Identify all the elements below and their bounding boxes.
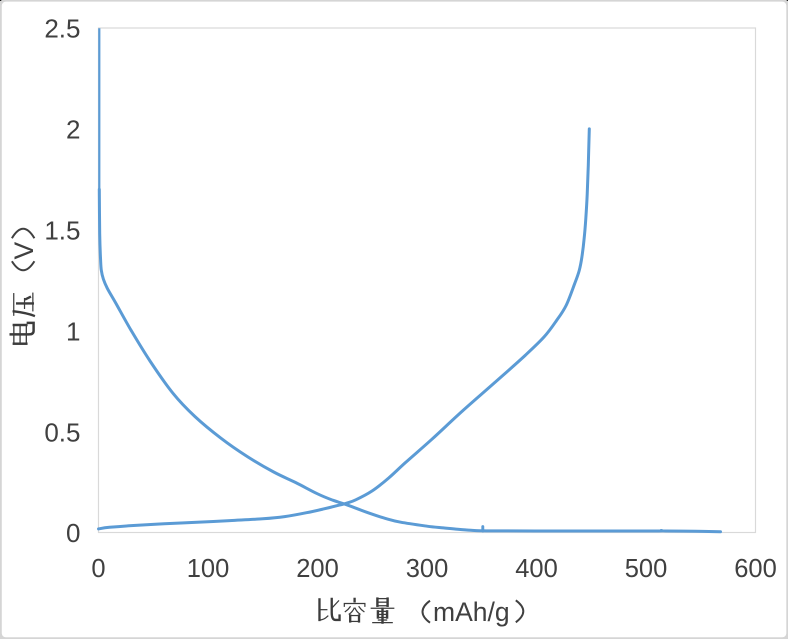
svg-text:500: 500 bbox=[625, 555, 668, 583]
svg-text:0: 0 bbox=[91, 555, 105, 583]
svg-text:mAh/g: mAh/g bbox=[433, 597, 510, 627]
svg-text:1: 1 bbox=[66, 316, 80, 346]
svg-text:400: 400 bbox=[515, 555, 558, 583]
svg-text:0: 0 bbox=[66, 518, 80, 548]
svg-text:2: 2 bbox=[66, 115, 80, 145]
svg-text:600: 600 bbox=[734, 555, 777, 583]
svg-text:V: V bbox=[9, 242, 39, 260]
svg-text:200: 200 bbox=[296, 555, 339, 583]
svg-text:100: 100 bbox=[187, 555, 230, 583]
svg-text:1.5: 1.5 bbox=[44, 216, 80, 246]
svg-text:300: 300 bbox=[406, 555, 449, 583]
svg-text:0.5: 0.5 bbox=[44, 417, 80, 447]
svg-text:2.5: 2.5 bbox=[44, 14, 80, 44]
